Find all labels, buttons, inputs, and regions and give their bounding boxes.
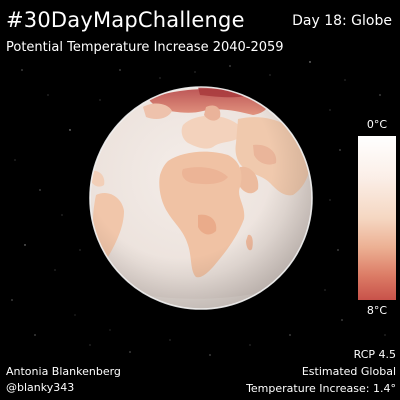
scenario-info: RCP 4.5 Estimated Global Temperature Inc… — [246, 346, 396, 397]
globe-outline — [89, 86, 313, 310]
page-title: #30DayMapChallenge — [6, 8, 245, 32]
legend: 0°C 8°C — [355, 118, 400, 318]
estimate-label-line1: Estimated Global — [301, 365, 396, 378]
globe — [89, 86, 313, 310]
legend-max-label: 8°C — [366, 304, 388, 317]
legend-min-label: 0°C — [366, 118, 388, 131]
author-handle: @blanky343 — [6, 381, 75, 394]
legend-color-bar — [358, 136, 396, 300]
day-label: Day 18: Globe — [292, 13, 392, 29]
scenario-label: RCP 4.5 — [353, 348, 396, 361]
author-name: Antonia Blankenberg — [6, 365, 121, 378]
estimate-label-line2: Temperature Increase: 1.4° — [246, 382, 396, 395]
map-subtitle: Potential Temperature Increase 2040-2059 — [6, 40, 284, 55]
